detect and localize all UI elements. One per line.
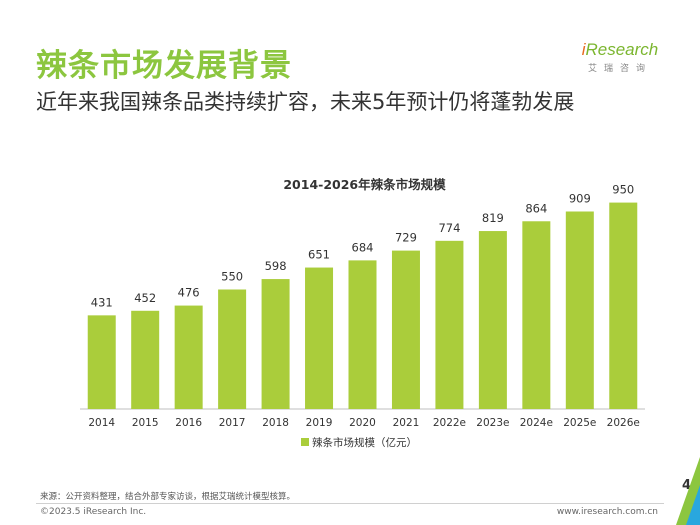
bar — [522, 221, 551, 409]
data-label: 909 — [569, 191, 591, 205]
bar — [174, 305, 203, 409]
x-tick-label: 2025e — [563, 417, 596, 429]
x-tick-label: 2018 — [262, 417, 289, 429]
website-link[interactable]: www.iresearch.com.cn — [556, 507, 658, 517]
bar — [435, 240, 464, 409]
x-tick-label: 2024e — [520, 417, 553, 429]
data-label: 950 — [612, 183, 634, 197]
logo-subtext: 艾瑞咨询 — [587, 64, 652, 74]
bar — [391, 250, 420, 409]
x-tick-label: 2014 — [88, 417, 115, 429]
logo-wordmark: iResearch — [580, 40, 660, 60]
legend-swatch — [301, 438, 309, 446]
bar — [348, 260, 377, 409]
x-tick-label: 2023e — [476, 417, 509, 429]
data-label: 476 — [178, 286, 200, 300]
bar — [609, 202, 638, 409]
data-label: 774 — [438, 221, 460, 235]
bar — [218, 289, 247, 409]
data-label: 431 — [91, 295, 113, 309]
bar — [131, 310, 160, 409]
data-label: 864 — [525, 201, 547, 215]
bar — [261, 279, 290, 409]
bar — [565, 211, 594, 409]
page-subtitle: 近年来我国辣条品类持续扩容，未来5年预计仍将蓬勃发展 — [36, 90, 575, 114]
data-label: 452 — [134, 291, 156, 305]
data-label: 651 — [308, 248, 330, 262]
bar — [87, 315, 116, 409]
copyright: ©2023.5 iResearch Inc. — [40, 507, 147, 517]
x-tick-label: 2020 — [349, 417, 376, 429]
bar — [478, 231, 507, 409]
logo-research: Research — [585, 40, 659, 59]
iresearch-logo: iResearch 艾瑞咨询 — [580, 40, 660, 74]
legend-label: 辣条市场规模（亿元） — [312, 436, 417, 449]
x-tick-label: 2015 — [132, 417, 159, 429]
logo-i: i — [581, 40, 586, 59]
x-tick-label: 2016 — [175, 417, 202, 429]
data-label: 684 — [352, 240, 374, 254]
x-tick-label: 2021 — [393, 417, 420, 429]
x-tick-label: 2026e — [607, 417, 640, 429]
corner-decoration-blue — [686, 485, 700, 525]
source-note: 来源：公开资料整理，结合外部专家访谈，根据艾瑞统计模型核算。 — [40, 492, 296, 502]
footer-divider — [36, 503, 664, 504]
data-label: 819 — [482, 211, 504, 225]
data-label: 598 — [265, 259, 287, 273]
data-label: 729 — [395, 231, 417, 245]
chart-title: 2014-2026年辣条市场规模 — [283, 177, 446, 192]
page-title: 辣条市场发展背景 — [36, 48, 292, 84]
x-tick-label: 2022e — [433, 417, 466, 429]
bar — [305, 267, 334, 409]
data-label: 550 — [221, 269, 243, 283]
x-tick-label: 2019 — [306, 417, 333, 429]
x-tick-label: 2017 — [219, 417, 246, 429]
